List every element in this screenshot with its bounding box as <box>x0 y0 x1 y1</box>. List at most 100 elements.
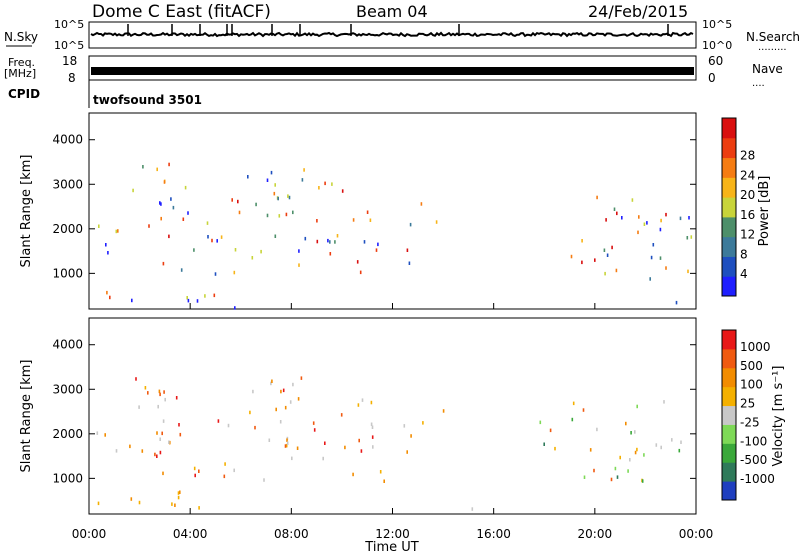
scatter-mark <box>543 442 545 446</box>
scatter-mark <box>660 218 662 223</box>
x-tick-label: 16:00 <box>476 527 511 541</box>
scatter-mark <box>297 397 300 401</box>
scatter-mark <box>366 210 369 214</box>
scatter-mark <box>129 444 131 449</box>
scatter-mark <box>686 236 689 240</box>
scatter-mark <box>408 261 411 265</box>
scatter-mark <box>605 218 607 222</box>
y-tick-label: 1000 <box>52 471 83 485</box>
scatter-mark <box>198 469 200 473</box>
scatter-mark <box>659 256 662 260</box>
scatter-mark <box>138 500 141 505</box>
scatter-mark <box>285 212 288 217</box>
scatter-mark <box>360 449 363 453</box>
scatter-mark <box>324 441 326 445</box>
colorbar-tick-label: 12 <box>740 228 755 242</box>
x-tick-label: 20:00 <box>578 527 613 541</box>
scatter-mark <box>171 502 173 506</box>
colorbar-frame <box>721 117 737 297</box>
scatter-mark <box>234 248 237 252</box>
colorbar-tick-label: 25 <box>740 397 755 411</box>
scatter-mark <box>131 298 133 303</box>
power-colorbar: 4 8 12 16 20 24 28 <box>721 117 755 297</box>
nave-label: Nave <box>752 62 783 76</box>
y-tick-label: 4000 <box>52 133 83 147</box>
scatter-mark <box>223 474 226 479</box>
scatter-mark <box>144 386 147 390</box>
colorbar-segment <box>722 236 736 257</box>
scatter-mark <box>649 277 651 281</box>
scatter-mark <box>659 227 662 232</box>
scatter-mark <box>233 270 236 275</box>
scatter-mark <box>172 205 175 210</box>
scatter-mark <box>300 376 303 380</box>
scatter-mark <box>636 447 638 452</box>
scatter-mark <box>254 425 256 430</box>
scatter-mark <box>646 221 648 225</box>
scatter-mark <box>329 252 332 256</box>
scatter-mark <box>650 255 653 260</box>
scatter-mark <box>255 202 257 207</box>
scatter-mark <box>216 239 218 243</box>
freq-tick-top: 18 <box>62 54 77 68</box>
scatter-mark <box>549 428 552 433</box>
scatter-mark <box>621 216 623 220</box>
scatter-mark <box>616 475 619 479</box>
scatter-mark <box>539 420 542 425</box>
scatter-mark <box>198 506 200 510</box>
scatter-mark <box>280 389 282 394</box>
nsky-panel-frame <box>88 21 697 49</box>
scatter-mark <box>270 381 272 386</box>
scatter-mark <box>220 235 223 239</box>
scatter-mark <box>187 298 190 303</box>
scatter-mark <box>163 180 166 184</box>
scatter-mark <box>157 404 159 409</box>
scatter-mark <box>636 404 638 409</box>
scatter-mark <box>406 450 408 454</box>
scatter-mark <box>214 272 217 276</box>
scatter-mark <box>344 445 346 450</box>
scatter-mark <box>273 191 276 196</box>
scatter-mark <box>630 431 632 435</box>
scatter-mark <box>284 405 287 410</box>
scatter-mark <box>316 219 318 223</box>
scatter-mark <box>655 443 658 447</box>
nsky-tick-top: 10^5 <box>54 18 84 31</box>
nsky-trace <box>90 24 694 38</box>
scatter-mark <box>596 195 598 200</box>
x-ticks: 00:00 04:00 08:00 12:00 16:00 20:00 00:00 <box>72 303 713 541</box>
scatter-mark <box>174 503 176 507</box>
scatter-mark <box>357 403 360 407</box>
scatter-mark <box>156 431 158 435</box>
scatter-mark <box>96 431 99 435</box>
scatter-mark <box>224 462 226 466</box>
scatter-mark <box>318 186 320 190</box>
scatter-mark <box>627 469 629 473</box>
freq-trace <box>91 67 694 75</box>
freq-panel-frame <box>88 55 697 81</box>
scatter-mark <box>361 398 364 402</box>
scatter-mark <box>687 269 689 274</box>
scatter-mark <box>652 243 655 247</box>
scatter-mark <box>409 222 412 227</box>
colorbar-segment <box>722 405 736 425</box>
scatter-mark <box>629 458 631 462</box>
cpid-value: twofsound 3501 <box>93 93 202 107</box>
x-axis-label: Time UT <box>364 540 418 554</box>
scatter-mark <box>177 495 180 500</box>
scatter-mark <box>554 446 556 451</box>
power-panel-frame <box>88 112 697 310</box>
scatter-mark <box>251 256 254 260</box>
scatter-mark <box>634 450 637 455</box>
scatter-mark <box>177 491 180 495</box>
scatter-mark <box>231 198 233 202</box>
scatter-mark <box>341 189 344 193</box>
scatter-mark <box>274 183 276 187</box>
scatter-mark <box>383 479 385 483</box>
scatter-mark <box>277 196 279 201</box>
scatter-mark <box>156 167 158 172</box>
scatter-mark <box>135 377 137 381</box>
scatter-mark <box>581 239 583 243</box>
scatter-mark <box>227 423 230 428</box>
